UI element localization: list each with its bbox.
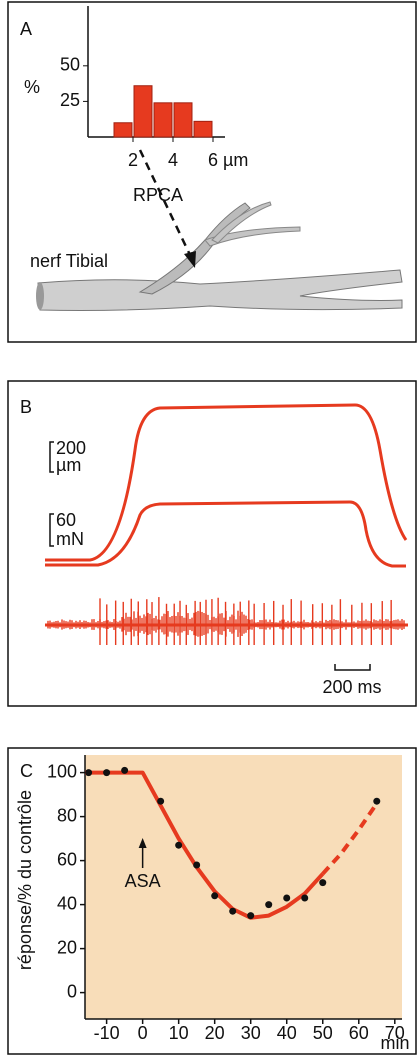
annotation: ASA <box>125 871 161 891</box>
y-tick-label: 60 <box>57 849 77 869</box>
data-point <box>193 861 201 869</box>
scale-label: µm <box>56 455 81 475</box>
scale-label: mN <box>56 529 84 549</box>
data-point <box>283 894 291 902</box>
x-tick-label: 70 <box>385 1023 405 1043</box>
x-tick-label: 20 <box>205 1023 225 1043</box>
traces <box>45 403 408 568</box>
nerve-label: nerf Tibial <box>30 251 108 271</box>
panel-label: B <box>20 397 32 417</box>
data-point <box>301 894 309 902</box>
x-tick-label: 6 µm <box>208 150 248 170</box>
x-tick-label: 10 <box>169 1023 189 1043</box>
x-tick-label: -10 <box>94 1023 120 1043</box>
data-point <box>265 901 273 909</box>
x-tick-label: 2 <box>128 150 138 170</box>
x-tick-label: 30 <box>241 1023 261 1043</box>
bar <box>153 102 173 138</box>
panel-b-frame <box>7 380 417 707</box>
y-tick-label: 50 <box>60 55 80 75</box>
y-tick-label: 100 <box>47 761 77 781</box>
data-point <box>103 769 111 777</box>
y-tick-label: 20 <box>57 937 77 957</box>
panel-label: C <box>20 761 33 781</box>
bar <box>113 122 133 138</box>
data-point <box>229 907 237 915</box>
annotation: RPCA <box>133 185 183 205</box>
scale-bars <box>49 441 371 671</box>
x-axis-label: min <box>380 1033 409 1053</box>
scale-label: 60 <box>56 510 76 530</box>
data-point <box>157 797 165 805</box>
y-tick-label: 0 <box>67 981 77 1001</box>
bar <box>193 120 213 138</box>
data-point <box>175 841 183 849</box>
data-point <box>373 797 381 805</box>
data-point <box>319 879 327 887</box>
y-tick-label: 25 <box>60 90 80 110</box>
y-tick-label: 40 <box>57 893 77 913</box>
spike-train <box>45 597 408 645</box>
bar <box>133 85 153 138</box>
annotation-arrowhead <box>138 838 147 848</box>
x-tick-label: 4 <box>168 150 178 170</box>
data-point <box>211 892 219 900</box>
x-tick-label: 40 <box>277 1023 297 1043</box>
data-point <box>121 766 129 774</box>
scale-label: 200 <box>56 438 86 458</box>
x-tick-label: 0 <box>138 1023 148 1043</box>
y-axis-label: % <box>24 77 40 97</box>
data-point <box>85 769 93 777</box>
x-tick-label: 60 <box>349 1023 369 1043</box>
y-axis-label: réponse/% du contrôle <box>15 790 35 970</box>
x-tick-label: 50 <box>313 1023 333 1043</box>
data-point <box>247 912 255 920</box>
nerve-drawing <box>36 149 403 311</box>
plot-background <box>85 755 402 1019</box>
panel-label: A <box>20 19 32 39</box>
scale-label: 200 ms <box>322 677 381 697</box>
y-tick-label: 80 <box>57 805 77 825</box>
bar <box>173 102 193 138</box>
